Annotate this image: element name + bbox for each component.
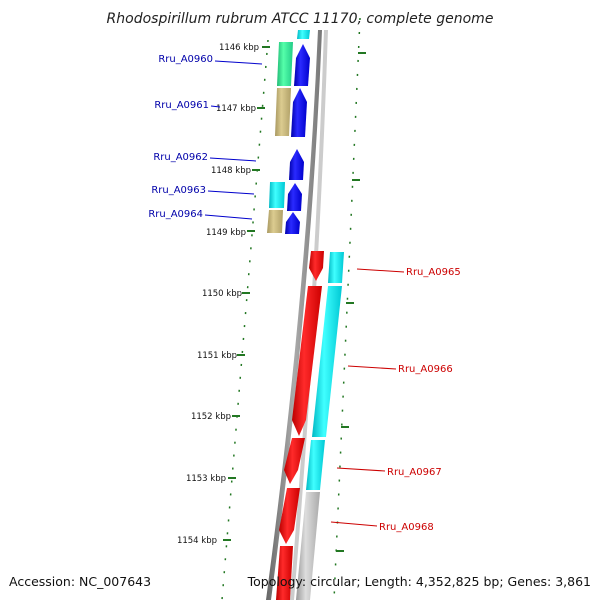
gene-label-rru-a0967[interactable]: Rru_A0967	[387, 467, 442, 478]
gene-arrow-rru-a0963[interactable]	[287, 183, 302, 211]
gene-arrow-rru-a0968[interactable]	[279, 488, 300, 544]
accession-text: Accession: NC_007643	[9, 574, 151, 589]
gene-label-rru-a0966[interactable]: Rru_A0966	[398, 364, 453, 375]
cog-box-khaki	[275, 88, 291, 136]
cog-box-khaki	[267, 210, 283, 233]
left-gene-callouts[interactable]: Rru_A0960 Rru_A0961 Rru_A0962 Rru_A0963 …	[148, 54, 263, 220]
kbp-labels: 1146 kbp 1147 kbp 1148 kbp 1149 kbp 1150…	[177, 43, 259, 546]
gene-arrow-rru-a0964[interactable]	[285, 212, 300, 234]
kbp-label: 1148 kbp	[211, 166, 251, 176]
topology-text: Topology: circular; Length: 4,352,825 bp…	[247, 574, 591, 589]
map-title: Rhodospirillum rubrum ATCC 11170, comple…	[107, 11, 494, 27]
gene-arrow-rru-a0965[interactable]	[309, 251, 324, 281]
backbone-strand-left	[266, 30, 322, 600]
cog-box-cyan	[269, 182, 285, 208]
gene-arrow-rru-a0962[interactable]	[289, 149, 304, 180]
backbone-strand-right	[290, 30, 328, 600]
gene-label-rru-a0963[interactable]: Rru_A0963	[151, 185, 206, 196]
kbp-label: 1153 kbp	[186, 474, 226, 484]
gene-arrow-rru-a0960[interactable]	[294, 44, 310, 86]
kbp-label: 1146 kbp	[219, 43, 259, 53]
right-gene-callouts[interactable]: Rru_A0965 Rru_A0966 Rru_A0967 Rru_A0968	[330, 267, 461, 533]
gene-label-rru-a0962[interactable]: Rru_A0962	[153, 152, 208, 163]
forward-genes[interactable]	[285, 44, 310, 234]
gene-arrow-continuation	[276, 546, 293, 600]
forward-cog-boxes	[267, 42, 293, 233]
kbp-label: 1154 kbp	[177, 536, 217, 546]
gene-label-rru-a0960[interactable]: Rru_A0960	[158, 54, 213, 65]
gene-label-rru-a0968[interactable]: Rru_A0968	[379, 522, 434, 533]
kbp-label: 1149 kbp	[206, 228, 246, 238]
gene-label-rru-a0961[interactable]: Rru_A0961	[154, 100, 209, 111]
reverse-genes[interactable]	[276, 251, 324, 600]
kbp-label: 1152 kbp	[191, 412, 231, 422]
outer-dotted-ticks	[333, 17, 366, 600]
cog-box-cyan	[306, 440, 325, 490]
gene-label-rru-a0964[interactable]: Rru_A0964	[148, 209, 203, 220]
kbp-label: 1147 kbp	[216, 104, 256, 114]
cog-box-gray	[296, 492, 320, 600]
cog-box-cyan	[328, 252, 344, 283]
kbp-label: 1150 kbp	[202, 289, 242, 299]
gene-arrow-rru-a0967[interactable]	[284, 438, 305, 484]
gene-label-rru-a0965[interactable]: Rru_A0965	[406, 267, 461, 278]
cog-box-green	[277, 42, 293, 86]
gene-arrow-rru-a0961[interactable]	[291, 88, 307, 137]
reverse-cog-boxes	[296, 252, 344, 600]
inner-dotted-ticks	[221, 39, 270, 600]
kbp-label: 1151 kbp	[197, 351, 237, 361]
cog-box-cyan	[312, 286, 342, 437]
partial-gene-top	[297, 30, 310, 39]
gene-arrow-rru-a0966[interactable]	[292, 286, 322, 436]
